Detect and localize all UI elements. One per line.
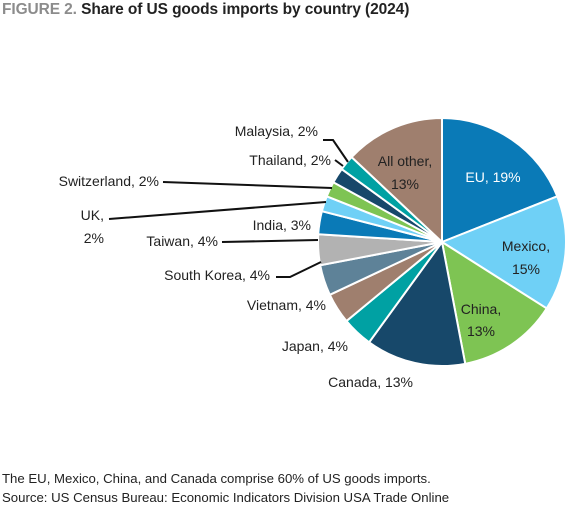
label-switzerland: Switzerland, 2% bbox=[59, 173, 159, 189]
pie-slice-canada bbox=[367, 239, 467, 367]
label-japan: Japan, 4% bbox=[282, 338, 348, 354]
leader-south-korea bbox=[276, 261, 322, 278]
label-mexico: Mexico, bbox=[502, 238, 550, 254]
label-south-korea: South Korea, 4% bbox=[164, 267, 270, 283]
leader-malaysia bbox=[323, 139, 349, 163]
pie-slice-eu bbox=[441, 116, 559, 244]
figure-title-text: Share of US goods imports by country (20… bbox=[81, 1, 410, 18]
label-china-pct: 13% bbox=[467, 323, 495, 339]
label-malaysia: Malaysia, 2% bbox=[235, 123, 318, 139]
pie-slice-china bbox=[440, 239, 549, 365]
figure-title: FIGURE 2. Share of US goods imports by c… bbox=[2, 1, 409, 19]
leader-lines bbox=[108, 139, 349, 278]
label-mexico-pct: 15% bbox=[512, 261, 540, 277]
label-taiwan: Taiwan, 4% bbox=[146, 233, 218, 249]
leader-taiwan bbox=[221, 239, 319, 243]
label-all-other-pct: 13% bbox=[391, 176, 419, 192]
label-uk: UK, bbox=[81, 207, 104, 223]
chart-source: Source: US Census Bureau: Economic Indic… bbox=[2, 490, 450, 505]
label-vietnam: Vietnam, 4% bbox=[247, 297, 326, 313]
label-india: India, 3% bbox=[253, 217, 311, 233]
leader-switzerland bbox=[162, 181, 333, 189]
label-all-other: All other, bbox=[378, 153, 432, 169]
leader-uk bbox=[108, 201, 327, 220]
label-china: China, bbox=[461, 301, 501, 317]
chart-note: The EU, Mexico, China, and Canada compri… bbox=[2, 471, 431, 486]
label-eu: EU, 19% bbox=[465, 169, 520, 185]
leader-thailand bbox=[334, 159, 344, 167]
pie-slice-all-other bbox=[350, 116, 443, 245]
pie-slices bbox=[316, 116, 566, 367]
label-thailand: Thailand, 2% bbox=[249, 152, 331, 168]
label-canada: Canada, 13% bbox=[328, 374, 413, 390]
label-uk-pct: 2% bbox=[84, 230, 104, 246]
slice-labels: EU, 19% Mexico, 15% China, 13% Canada, 1… bbox=[59, 123, 551, 390]
pie-slice-mexico bbox=[439, 195, 566, 310]
figure-number: FIGURE 2. bbox=[2, 1, 77, 18]
